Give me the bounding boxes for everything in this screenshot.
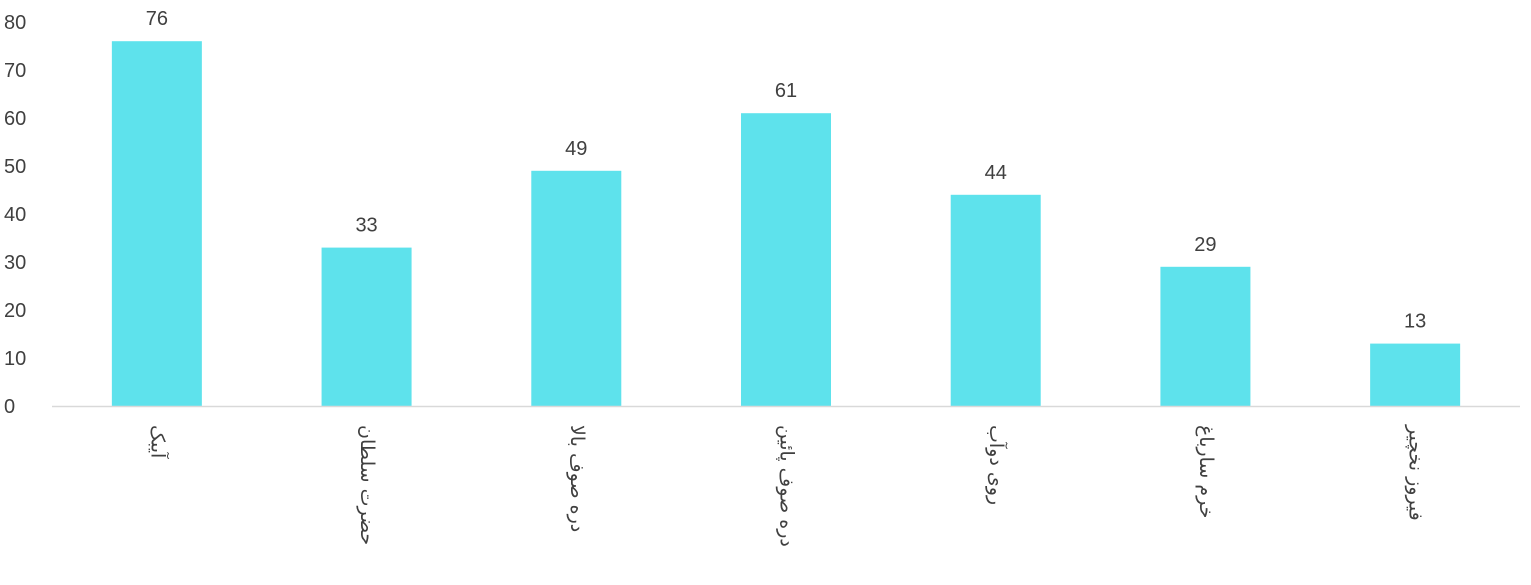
y-tick-label: 0 (4, 396, 15, 418)
x-tick-label: آیبک (146, 425, 170, 459)
bar (1160, 266, 1251, 406)
y-tick-label: 50 (4, 156, 26, 178)
data-label: 29 (1194, 234, 1216, 256)
bar (321, 247, 412, 406)
data-label: 13 (1404, 311, 1426, 333)
y-tick-label: 20 (4, 300, 26, 322)
y-tick-label: 70 (4, 60, 26, 82)
y-tick-label: 10 (4, 348, 26, 370)
y-tick-label: 60 (4, 108, 26, 130)
y-axis-ticks: 0 10 20 30 40 50 60 70 80 (4, 12, 26, 418)
bar (531, 170, 622, 406)
x-tick-label: دره صوف بالا (566, 425, 588, 532)
bar (1370, 343, 1461, 406)
x-tick-label: روی دوآب (985, 425, 1009, 505)
bars (111, 41, 1461, 406)
y-tick-label: 80 (4, 12, 26, 34)
data-label: 76 (146, 8, 168, 30)
x-tick-label: خرم سارباغ (1195, 425, 1217, 518)
bar (111, 41, 202, 406)
x-tick-label: فیروز نخچیر (1405, 424, 1427, 521)
data-label: 33 (355, 215, 377, 237)
data-label: 61 (775, 80, 797, 102)
data-label: 44 (985, 162, 1007, 184)
x-tick-label: دره صوف پائین (776, 425, 798, 547)
data-labels: 76 33 49 61 44 29 13 (146, 8, 1427, 332)
bar (741, 113, 831, 406)
x-tick-label: حضرت سلطان (356, 425, 378, 545)
y-tick-label: 30 (4, 252, 26, 274)
x-axis-labels: آیبک حضرت سلطان دره صوف بالا دره صوف پائین ر… (146, 424, 1426, 547)
bar (950, 194, 1041, 406)
y-tick-label: 40 (4, 204, 26, 226)
data-label: 49 (565, 138, 587, 160)
